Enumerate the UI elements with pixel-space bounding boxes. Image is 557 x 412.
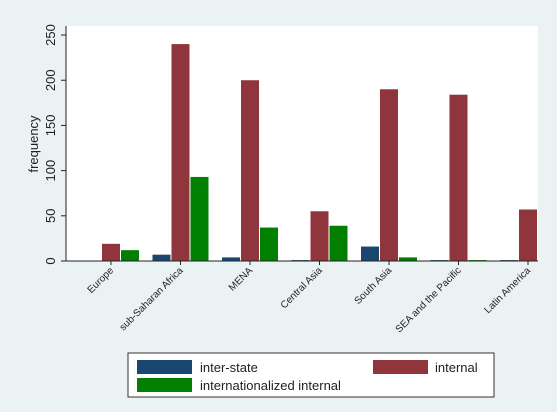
bar-inter-state-south-asia (361, 246, 379, 261)
y-axis-title: frequency (26, 115, 41, 173)
x-tick-label-europe: Europe (86, 265, 117, 296)
bar-internal-sub-saharan-africa (171, 44, 190, 262)
y-tick-label-250: 250 (43, 24, 58, 46)
legend-swatch-inter-state (137, 360, 192, 374)
legend-label-internationalized-internal: internationalized internal (200, 378, 341, 393)
y-tick-label-200: 200 (43, 69, 58, 91)
bar-internationalized-internal-europe (121, 250, 139, 261)
y-tick-label-50: 50 (43, 209, 58, 223)
x-tick-label-latin-america: Latin America (482, 265, 533, 316)
bar-internal-latin-america (519, 209, 537, 261)
legend-label-inter-state: inter-state (200, 360, 258, 375)
bar-internal-europe (102, 243, 120, 261)
x-tick-label-sub-saharan-africa: sub-Saharan Africa (118, 265, 186, 333)
x-tick-label-central-asia: Central Asia (279, 265, 325, 311)
x-tick-label-sea-and-the-pacific: SEA and the Pacific (394, 265, 464, 335)
bar-internationalized-internal-south-asia (399, 257, 417, 261)
legend-label-internal: internal (435, 360, 478, 375)
bar-internationalized-internal-mena (260, 227, 278, 261)
bar-internationalized-internal-central-asia (329, 225, 348, 261)
x-tick-label-south-asia: South Asia (353, 265, 395, 307)
bar-internal-mena (241, 80, 259, 261)
bar-internal-south-asia (380, 89, 398, 262)
bar-internal-central-asia (310, 211, 329, 261)
legend: inter-state internal internationalized i… (127, 352, 495, 398)
legend-swatch-internationalized-internal (137, 378, 192, 392)
bar-internationalized-internal-sub-saharan-africa (190, 176, 209, 261)
y-tick-label-100: 100 (43, 160, 58, 182)
bar-internal-sea-and-the-pacific (449, 94, 468, 261)
x-tick-label-mena: MENA (227, 265, 255, 293)
bar-inter-state-mena (222, 257, 240, 261)
y-tick-label-150: 150 (43, 115, 58, 137)
y-tick-label-0: 0 (43, 257, 58, 264)
bar-inter-state-sub-saharan-africa (152, 254, 171, 261)
legend-swatch-internal (373, 360, 428, 374)
